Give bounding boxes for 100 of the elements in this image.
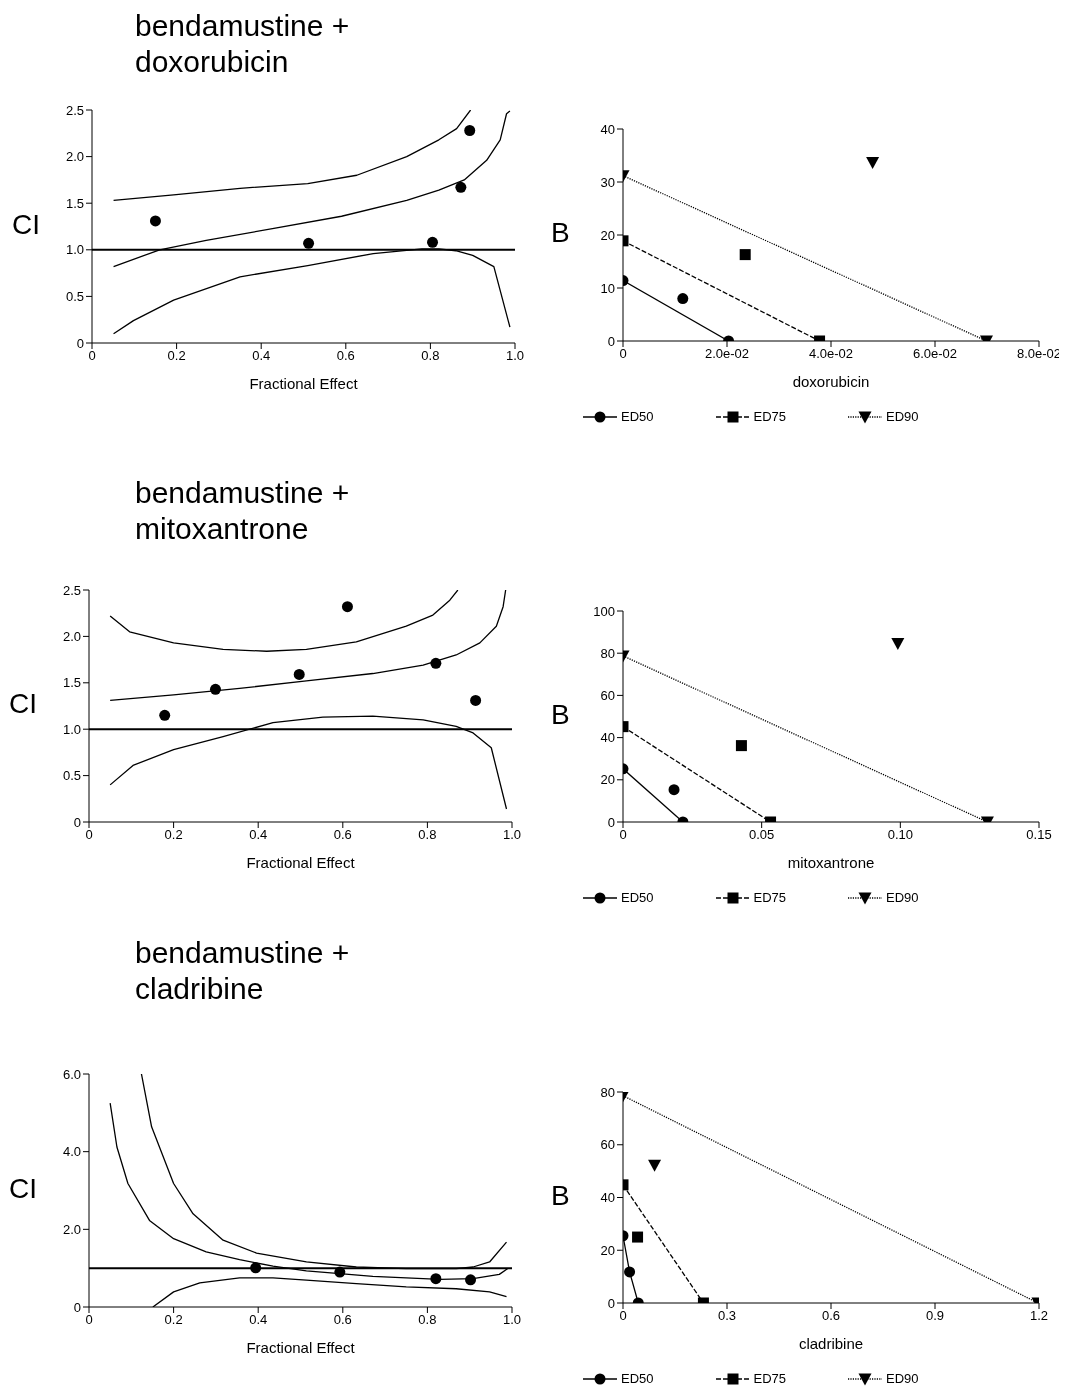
x-tick-label: 0.3 (717, 1308, 737, 1324)
point (470, 694, 482, 706)
y-tick-label: 1.5 (65, 195, 84, 211)
point (209, 683, 221, 695)
x-tick-label: 0 (619, 1308, 627, 1324)
x-tick-label: 0.9 (925, 1308, 945, 1324)
x-tick-label: 0 (88, 348, 96, 364)
chart-title: bendamustine + cladribine (135, 935, 351, 1007)
point (464, 125, 476, 136)
point (455, 181, 467, 193)
x-tick-label: 0.05 (749, 827, 775, 843)
x-axis-title: Fractional Effect (245, 1339, 356, 1356)
y-tick-label: 20 (600, 772, 615, 788)
point (648, 1159, 662, 1172)
y-tick-label: 80 (600, 1084, 615, 1100)
y-tick-label: 0.5 (62, 768, 81, 784)
y-tick-label: 0 (607, 333, 615, 349)
y-tick-label: 2.0 (65, 149, 84, 165)
x-tick-label: 0.4 (249, 1312, 268, 1328)
y-tick-label: 0 (73, 814, 81, 830)
y-tick-label: 1.0 (65, 242, 84, 258)
point (334, 1266, 346, 1278)
legend-label: ED90 (886, 890, 919, 905)
y-axis-title: CI (9, 1172, 37, 1205)
x-tick-label: 0.2 (167, 348, 186, 364)
point (632, 1231, 644, 1243)
point (735, 740, 747, 752)
y-tick-label: 2.5 (62, 582, 81, 598)
x-tick-label: 1.0 (502, 827, 522, 843)
y-tick-label: 6.0 (62, 1066, 81, 1082)
y-tick-label: 2.0 (62, 629, 81, 645)
y-tick-label: 20 (600, 1242, 615, 1258)
x-tick-label: 0.4 (252, 348, 271, 364)
x-tick-label: 0.4 (249, 827, 268, 843)
y-tick-label: 40 (600, 1190, 615, 1206)
point (303, 237, 315, 249)
x-tick-label: 4.0e-02 (808, 346, 854, 362)
x-tick-label: 0.15 (1026, 827, 1052, 843)
y-tick-label: 30 (600, 174, 615, 190)
y-tick-label: 60 (600, 688, 615, 704)
y-tick-label: 0 (607, 814, 615, 830)
legend-label: ED75 (753, 1371, 787, 1386)
x-tick-label: 0.6 (333, 827, 352, 843)
y-tick-label: 40 (600, 730, 615, 746)
y-axis-title: CI (12, 208, 40, 241)
point (624, 1266, 636, 1278)
point (293, 668, 305, 680)
y-tick-label: 40 (600, 121, 615, 137)
y-tick-label: 10 (600, 280, 615, 296)
x-tick-label: 2.0e-02 (704, 346, 750, 362)
y-tick-label: 0 (76, 335, 84, 351)
point (668, 784, 680, 796)
y-tick-label: 100 (593, 603, 615, 619)
x-tick-label: 0 (619, 827, 627, 843)
x-tick-label: 0.8 (421, 348, 440, 364)
point (739, 249, 751, 261)
point (430, 1273, 442, 1285)
x-tick-label: 1.0 (502, 1312, 522, 1328)
y-tick-label: 1.5 (62, 675, 81, 691)
line-series (112, 110, 472, 202)
chart-title: bendamustine + mitoxantrone (135, 475, 351, 547)
x-tick-label: 0.6 (821, 1308, 841, 1324)
legend-label: ED50 (621, 409, 654, 424)
y-tick-label: 2.0 (62, 1221, 81, 1237)
y-axis-title: B (551, 698, 570, 731)
point (250, 1262, 262, 1274)
legend-label: ED75 (753, 890, 787, 905)
x-tick-label: 0 (619, 346, 627, 362)
y-axis-title: B (551, 1179, 570, 1212)
point (891, 637, 905, 650)
y-tick-label: 0 (607, 1295, 615, 1311)
y-tick-label: 80 (600, 645, 615, 661)
line-series (109, 590, 507, 702)
x-tick-label: 0.2 (164, 1312, 183, 1328)
x-tick-label: 0.6 (333, 1312, 352, 1328)
y-tick-label: 2.5 (65, 102, 84, 118)
legend-label: ED90 (886, 409, 919, 424)
point (465, 1274, 477, 1286)
point (677, 293, 689, 305)
y-tick-label: 4.0 (62, 1144, 81, 1160)
legend-label: ED90 (886, 1371, 919, 1386)
x-tick-label: 1.2 (1029, 1308, 1049, 1324)
legend-label: ED75 (753, 409, 787, 424)
y-tick-label: 60 (600, 1137, 615, 1153)
x-tick-label: 1.0 (505, 348, 525, 364)
legend-label: ED50 (621, 1371, 654, 1386)
y-axis-title: B (551, 217, 570, 249)
point (866, 156, 880, 169)
x-tick-label: 0.2 (164, 827, 183, 843)
point (430, 657, 442, 669)
point (341, 601, 353, 613)
x-tick-label: 0.10 (887, 827, 913, 843)
point (427, 236, 439, 248)
y-tick-label: 1.0 (62, 721, 81, 737)
x-axis-title: cladribine (797, 1335, 865, 1352)
x-tick-label: 6.0e-02 (912, 346, 958, 362)
x-axis-title: Fractional Effect (248, 375, 359, 392)
point (149, 215, 161, 227)
x-tick-label: 0.8 (418, 827, 437, 843)
y-tick-label: 0.5 (65, 289, 84, 305)
